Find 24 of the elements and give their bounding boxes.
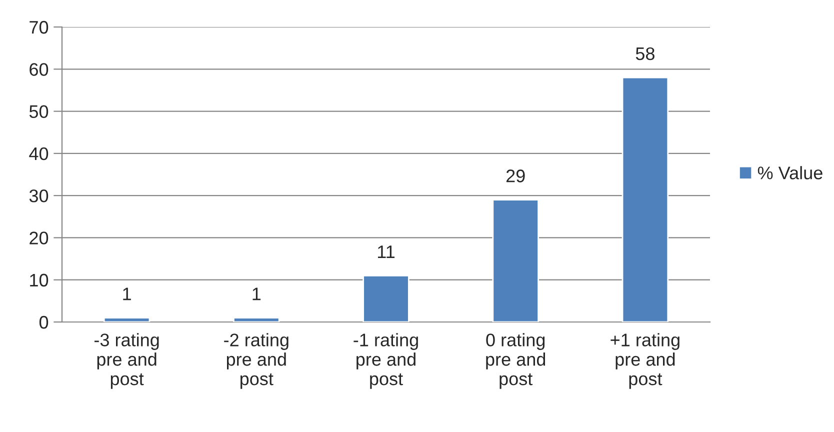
y-tick-label: 0 — [39, 316, 48, 329]
y-tick-label: 40 — [29, 147, 48, 160]
data-label: 11 — [378, 246, 394, 258]
data-label: 1 — [252, 288, 261, 300]
x-tick-label: +1 rating pre and post — [610, 333, 680, 389]
x-tick-label: -3 rating pre and post — [94, 333, 159, 389]
bar — [233, 317, 280, 322]
x-tick-label: 0 rating pre and post — [486, 333, 546, 389]
bar — [622, 76, 669, 322]
y-tick-label: 10 — [30, 274, 48, 287]
data-label: 1 — [123, 288, 131, 300]
x-tick-label: -2 rating pre and post — [224, 333, 288, 389]
y-tick-label: 60 — [30, 63, 48, 76]
y-tick-label: 70 — [30, 20, 48, 34]
legend-label: % Value — [758, 166, 822, 180]
bar — [103, 317, 150, 322]
y-tick-label: 20 — [30, 232, 48, 244]
data-label: 29 — [506, 170, 525, 182]
y-tick-label: 50 — [29, 105, 48, 118]
x-tick-label: -1 rating pre and post — [354, 333, 418, 389]
bar — [362, 274, 410, 322]
bar — [492, 199, 539, 322]
y-tick-label: 30 — [29, 190, 48, 202]
data-label: 58 — [636, 47, 654, 60]
